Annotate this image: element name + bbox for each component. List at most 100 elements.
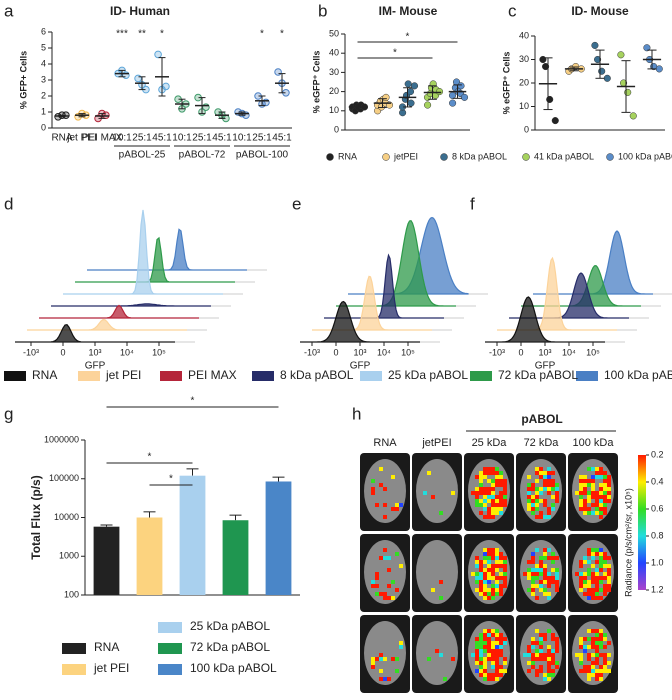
signal-pixel [551,653,555,657]
signal-pixel [499,560,503,564]
signal-pixel [539,560,543,564]
signal-pixel [395,507,399,511]
signal-pixel [395,588,399,592]
signal-pixel [491,641,495,645]
signal-pixel [579,499,583,503]
x-tick-label: PEI MAX [82,133,123,144]
signal-pixel [535,564,539,568]
signal-pixel [543,564,547,568]
legend-label: 72 kDa pABOL [498,368,578,382]
signal-pixel [547,491,551,495]
bar [222,520,249,595]
signal-pixel [603,633,607,637]
signal-pixel [547,584,551,588]
signal-pixel [579,479,583,483]
signal-pixel [527,495,531,499]
signal-pixel [595,661,599,665]
signal-pixel [487,677,491,681]
signal-pixel [487,629,491,633]
signal-pixel [395,552,399,556]
signal-pixel [499,669,503,673]
signal-pixel [527,576,531,580]
signal-pixel [479,564,483,568]
signal-pixel [491,661,495,665]
signal-pixel [599,596,603,600]
signal-pixel [583,649,587,653]
signal-pixel [539,564,543,568]
signal-pixel [591,556,595,560]
signal-pixel [583,580,587,584]
signal-pixel [471,653,475,657]
legend-marker [606,153,614,161]
signal-pixel [491,657,495,661]
signal-pixel [543,633,547,637]
signal-pixel [495,588,499,592]
signal-pixel [475,645,479,649]
signal-pixel [531,499,535,503]
signal-pixel [499,471,503,475]
y-tick-label: 1000000 [44,434,79,444]
signal-pixel [555,491,559,495]
signal-pixel [475,475,479,479]
signal-pixel [439,596,443,600]
signal-pixel [603,576,607,580]
signal-pixel [599,499,603,503]
signal-pixel [603,491,607,495]
signal-pixel [599,576,603,580]
signal-pixel [531,572,535,576]
data-point [546,95,554,103]
signal-pixel [539,511,543,515]
group-label: pABOL-25 [119,150,166,161]
signal-pixel [499,507,503,511]
legend-label: RNA [32,368,57,382]
signal-pixel [531,645,535,649]
signal-pixel [579,657,583,661]
signal-pixel [383,515,387,519]
signal-pixel [591,641,595,645]
signal-pixel [591,596,595,600]
signal-pixel [595,507,599,511]
signal-pixel [495,649,499,653]
signal-pixel [487,487,491,491]
signal-pixel [379,669,383,673]
signal-pixel [479,588,483,592]
signal-pixel [595,629,599,633]
signal-pixel [583,576,587,580]
legend-label: 25 kDa pABOL [388,368,468,382]
signal-pixel [491,495,495,499]
y-tick-label: 20 [519,77,529,87]
signal-pixel [599,467,603,471]
signal-pixel [599,564,603,568]
signal-pixel [523,572,527,576]
signal-pixel [499,556,503,560]
data-point [448,91,457,99]
signal-pixel [491,487,495,491]
signal-pixel [479,673,483,677]
signal-pixel [503,661,507,665]
signal-pixel [599,548,603,552]
significance: * [148,452,152,463]
signal-pixel [539,475,543,479]
column-label: RNA [373,437,397,449]
signal-pixel [471,491,475,495]
signal-pixel [495,560,499,564]
signal-pixel [499,637,503,641]
signal-pixel [435,649,439,653]
signal-pixel [479,576,483,580]
signal-pixel [527,649,531,653]
signal-pixel [543,568,547,572]
signal-pixel [379,677,383,681]
data-point [629,112,637,120]
signal-pixel [539,471,543,475]
signal-pixel [499,645,503,649]
signal-pixel [543,471,547,475]
signal-pixel [591,475,595,479]
signal-pixel [603,645,607,649]
signal-pixel [535,657,539,661]
signal-pixel [439,511,443,515]
signal-pixel [491,673,495,677]
signal-pixel [499,588,503,592]
signal-pixel [487,491,491,495]
signal-pixel [503,483,507,487]
signal-pixel [487,645,491,649]
